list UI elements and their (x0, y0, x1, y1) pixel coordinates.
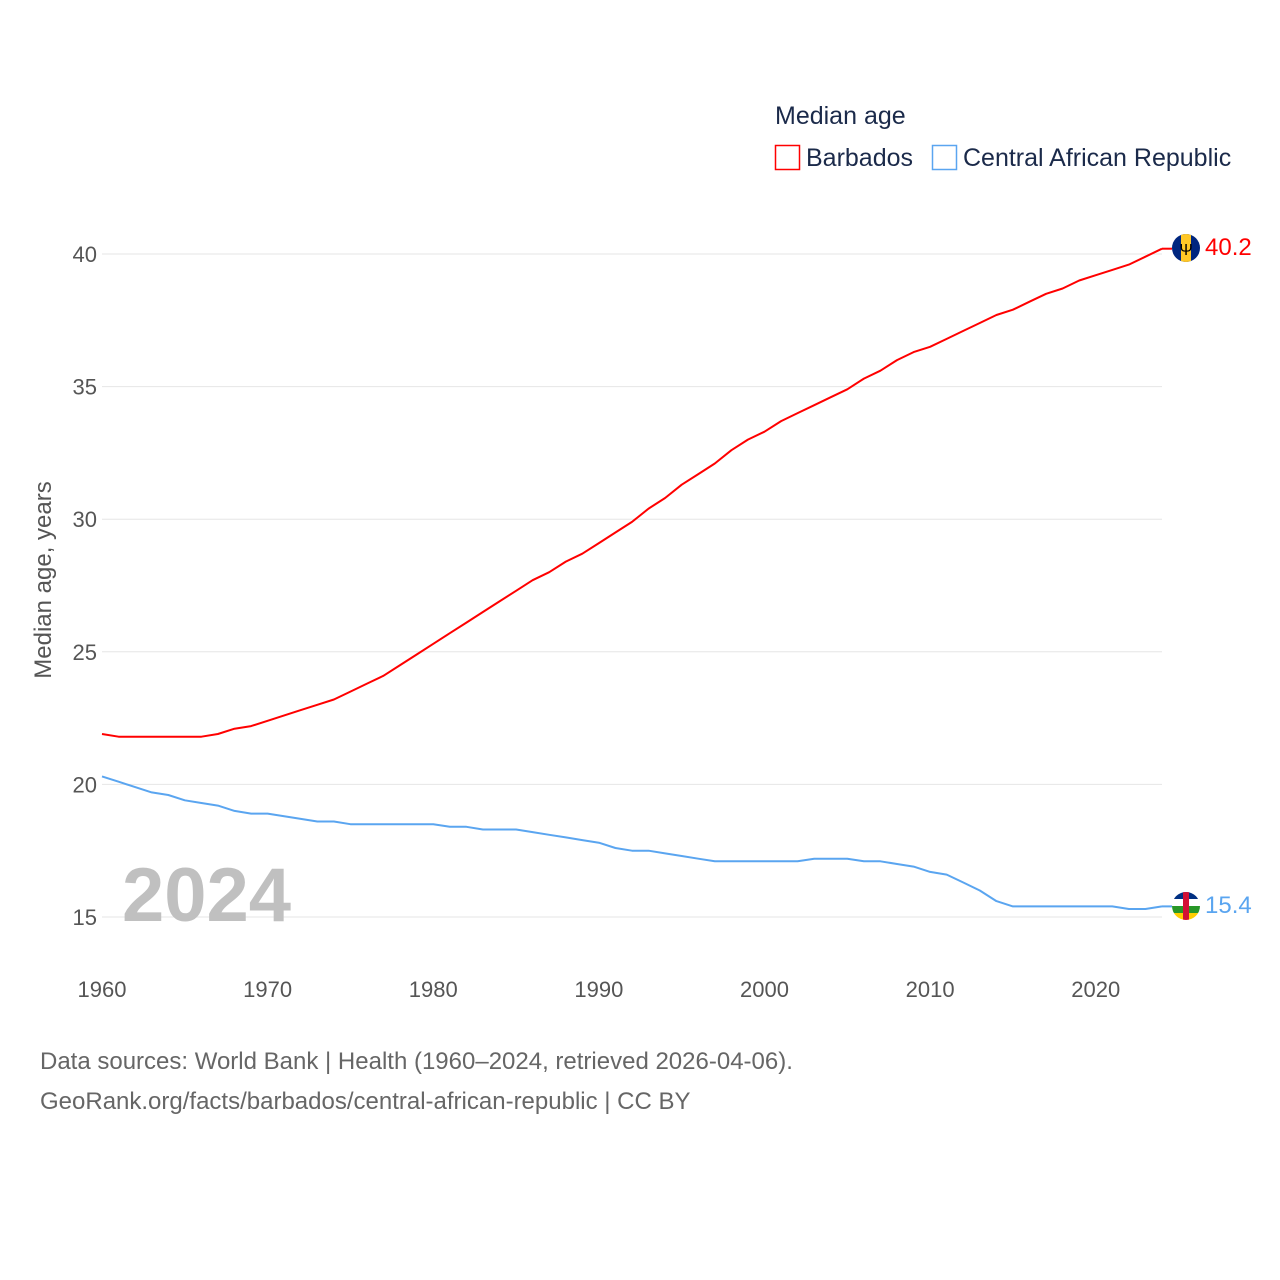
end-label-barbados: 40.2 (1205, 234, 1252, 261)
y-tick-label: 15 (73, 905, 97, 930)
series-line-barbados (101, 247, 1163, 738)
x-tick-label: 1990 (574, 977, 623, 1002)
legend-label: Barbados (806, 144, 913, 172)
svg-text:Ψ: Ψ (1179, 242, 1192, 259)
y-tick-label: 40 (73, 242, 97, 267)
legend-swatch (931, 144, 958, 171)
legend-item-barbados[interactable]: Barbados (774, 144, 914, 172)
end-label-central-african-republic: 15.4 (1205, 892, 1252, 919)
data-source-text: Data sources: World Bank | Health (1960–… (40, 1048, 793, 1075)
central-african-republic-flag-icon (1172, 892, 1200, 920)
x-tick-label: 2000 (740, 977, 789, 1002)
x-tick-label: 2020 (1071, 977, 1120, 1002)
y-tick-label: 20 (73, 772, 97, 797)
y-tick-label: 35 (73, 375, 97, 400)
legend-label: Central African Republic (963, 144, 1231, 172)
legend-item-central-african-republic[interactable]: Central African Republic (931, 144, 1232, 172)
source-url-link[interactable]: GeoRank.org/facts/barbados/central-afric… (40, 1088, 691, 1115)
y-tick-label: 25 (73, 640, 97, 665)
y-axis-label: Median age, years (30, 481, 57, 678)
x-tick-label: 1980 (409, 977, 458, 1002)
legend-swatch (774, 144, 801, 171)
year-watermark: 2024 (122, 853, 291, 938)
x-tick-label: 1960 (78, 977, 127, 1002)
footer: Data sources: World Bank | Health (1960–… (40, 1042, 793, 1122)
legend-title: Median age (775, 102, 906, 130)
x-tick-label: 1970 (243, 977, 292, 1002)
series-line-central-african-republic (101, 775, 1163, 910)
x-tick-label: 2010 (906, 977, 955, 1002)
y-tick-label: 30 (73, 507, 97, 532)
barbados-flag-icon: Ψ (1172, 234, 1200, 262)
